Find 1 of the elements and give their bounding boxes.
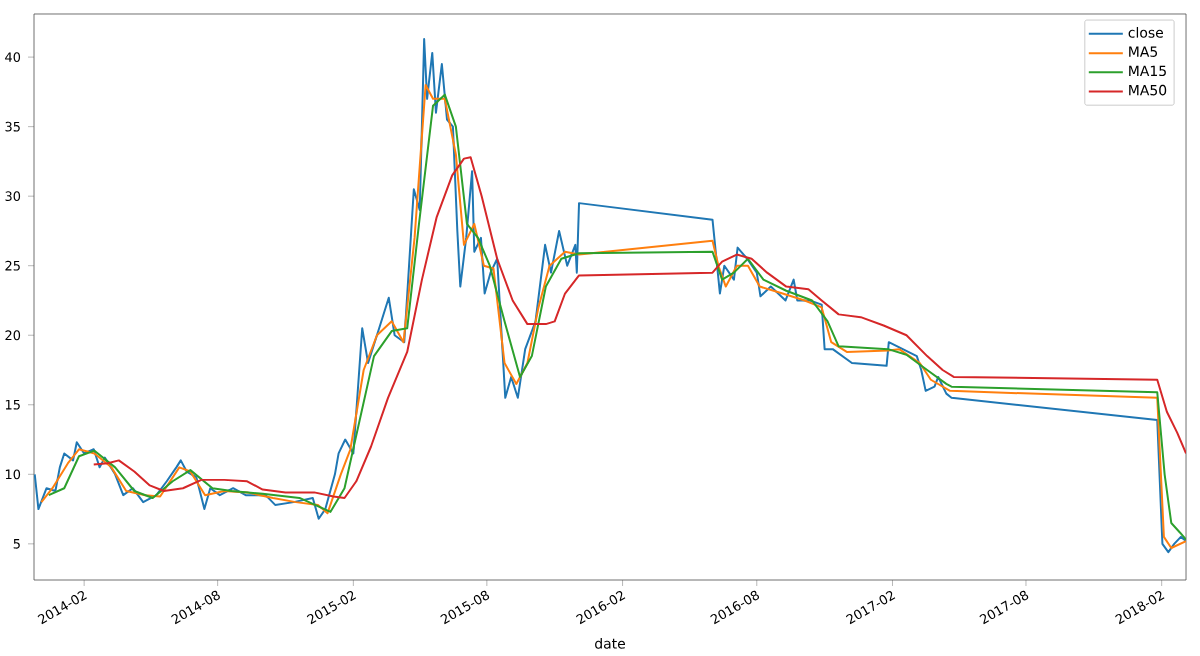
line-series xyxy=(92,156,1187,499)
